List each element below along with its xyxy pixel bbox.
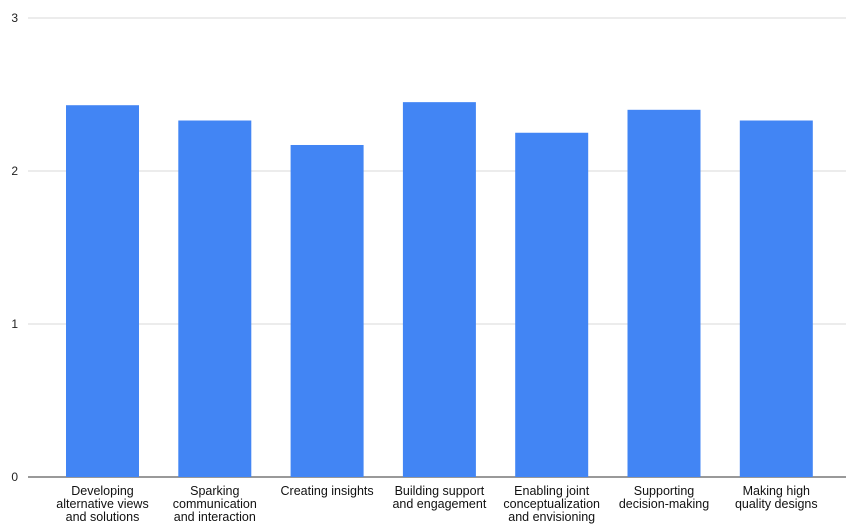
y-tick-label: 2: [11, 164, 18, 178]
bar: [515, 132, 589, 477]
x-tick-label-line: quality designs: [735, 497, 818, 511]
x-tick-label-line: and solutions: [66, 510, 140, 524]
x-tick-label-line: Making high: [743, 484, 810, 498]
x-tick-label-line: communication: [173, 497, 257, 511]
y-axis: 0 1 2 3: [11, 11, 18, 484]
x-tick-label: Enabling joint conceptualization and envis…: [503, 484, 600, 524]
x-tick-label-line: conceptualization: [503, 497, 600, 511]
bar: [290, 144, 364, 478]
bars: [66, 102, 813, 478]
x-tick-label-line: alternative views: [56, 497, 148, 511]
x-tick-label-line: Creating insights: [281, 484, 374, 498]
bar: [627, 109, 701, 478]
x-axis: Developing alternative views and solutions…: [56, 484, 817, 524]
bar: [66, 105, 139, 478]
x-tick-label: Making high quality designs: [735, 484, 818, 511]
x-tick-label-line: Building support: [395, 484, 485, 498]
y-tick-label: 1: [11, 317, 18, 331]
x-tick-label: Supporting decision-making: [619, 484, 709, 511]
x-tick-label: Building support and engagement: [392, 484, 486, 511]
bar: [402, 102, 476, 478]
x-tick-label-line: Enabling joint: [514, 484, 590, 498]
x-tick-label-line: Developing: [71, 484, 134, 498]
bar: [739, 120, 813, 477]
bar: [178, 120, 252, 477]
x-tick-label-line: and engagement: [392, 497, 486, 511]
x-tick-label: Creating insights: [281, 484, 374, 498]
x-tick-label-line: Sparking: [190, 484, 239, 498]
y-tick-label: 3: [11, 11, 18, 25]
x-tick-label: Sparking communication and interaction: [173, 484, 257, 524]
x-tick-label-line: decision-making: [619, 497, 709, 511]
x-tick-label-line: and interaction: [174, 510, 256, 524]
x-tick-label-line: Supporting: [634, 484, 695, 498]
x-tick-label-line: and envisioning: [508, 510, 595, 524]
x-tick-label: Developing alternative views and solutions: [56, 484, 148, 524]
y-tick-label: 0: [11, 470, 18, 484]
